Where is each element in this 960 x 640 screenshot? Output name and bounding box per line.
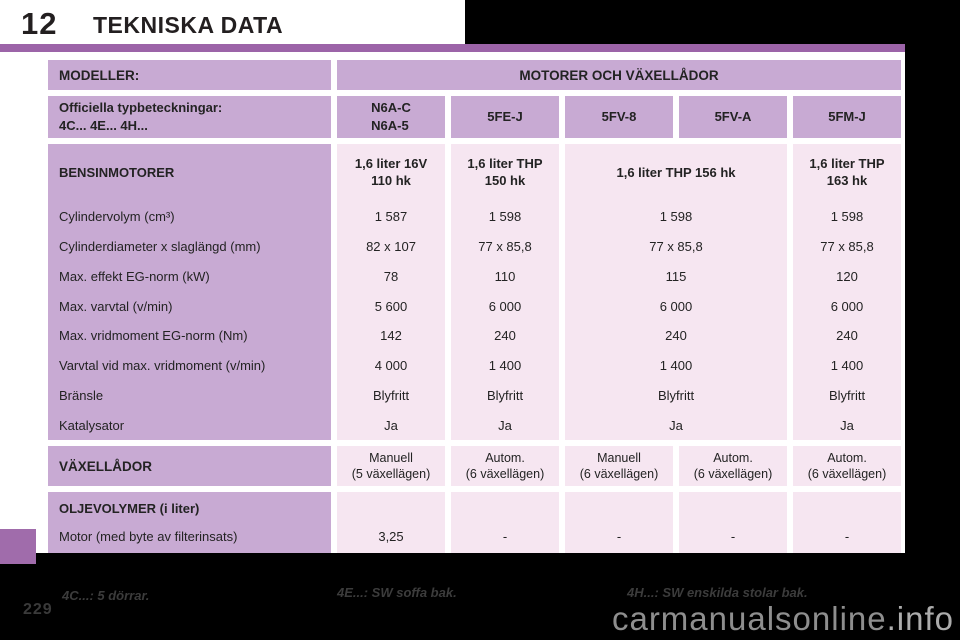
value-cell: Ja [498,417,512,433]
row-label-varvtal-vid-max: Varvtal vid max. vridmoment (v/min) [59,358,266,374]
value-cell: 1 598 [659,209,693,225]
engine-column-156hk-merged: 1,6 liter THP 156 hk 1 598 77 x 85,8 115… [565,144,787,440]
engine-name-150hk: 1,6 liter THP 150 hk [467,156,543,188]
value-cell: Ja [840,417,854,433]
row-label-cylindervolym: Cylindervolym (cm³) [59,209,175,225]
chapter-tab-marker [0,529,36,564]
value-cell: 77 x 85,8 [649,239,703,255]
value-cell: 240 [665,328,687,344]
engine-column-110hk: 1,6 liter 16V 110 hk 1 587 82 x 107 78 5… [337,144,445,440]
value-cell: Blyfritt [657,387,695,403]
table-section-bensinmotorer: BENSINMOTORER Cylindervolym (cm³) Cylind… [48,144,901,440]
value-cell: 77 x 85,8 [478,239,532,255]
value-cell: 5 600 [374,298,408,314]
oil-cell-5fva: - [679,492,787,553]
modeller-header-cell: MODELLER: [48,60,331,90]
oil-cell-n6a: 3,25 [337,492,445,553]
model-code-cell-5fej: 5FE-J [451,96,559,138]
watermark-main: carmanualsonline [611,600,887,637]
row-label-katalysator: Katalysator [59,417,125,433]
gearbox-cell-5fva: Autom. (6 växellägen) [679,446,787,486]
value-cell: 6 000 [488,298,522,314]
row-label-bransle: Bränsle [59,387,104,403]
value-cell: Blyfritt [828,387,866,403]
gearbox-cell-n6a: Manuell (5 växellägen) [337,446,445,486]
value-cell: 115 [665,268,687,284]
value-cell: 4 000 [374,358,408,374]
value-cell: 82 x 107 [366,239,416,255]
chapter-number: 12 [21,6,58,41]
model-code-cell-5fva: 5FV-A [679,96,787,138]
row-label-max-vridmoment: Max. vridmoment EG-norm (Nm) [59,328,248,344]
footnote-4e: 4E...: SW soffa bak. [337,585,457,600]
header-black-bar [465,0,960,44]
table-section-oljevolymer: OLJEVOLYMER (i liter) Motor (med byte av… [48,492,901,553]
page-number: 229 [23,601,53,618]
gearbox-cell-5fmj: Autom. (6 växellägen) [793,446,901,486]
value-cell: 240 [494,328,516,344]
section-title-vaxellador: VÄXELLÅDOR [48,446,331,486]
value-cell: Ja [669,417,683,433]
header-purple-rule [0,44,905,52]
oil-labels-column: OLJEVOLYMER (i liter) Motor (med byte av… [48,492,331,553]
oil-cell-5fej: - [451,492,559,553]
typbeteckningar-cell: Officiella typbeteckningar: 4C... 4E... … [48,96,331,138]
engine-name-110hk: 1,6 liter 16V 110 hk [354,156,428,188]
table-row-modeller: MODELLER: MOTORER OCH VÄXELLÅDOR [48,60,901,90]
engine-column-150hk: 1,6 liter THP 150 hk 1 598 77 x 85,8 110… [451,144,559,440]
engine-name-156hk: 1,6 liter THP 156 hk [616,164,736,180]
technical-data-table: MODELLER: MOTORER OCH VÄXELLÅDOR Officie… [48,60,901,553]
value-cell: 1 598 [488,209,522,225]
value-cell: 240 [836,328,858,344]
value-cell: 6 000 [830,298,864,314]
value-cell: 6 000 [659,298,693,314]
gearbox-cell-5fv8: Manuell (6 växellägen) [565,446,673,486]
watermark-tld: .info [886,600,954,637]
oil-cell-5fmj: - [793,492,901,553]
footnote-4c: 4C...: 5 dörrar. [62,588,150,603]
value-cell: 1 400 [488,358,522,374]
model-code-cell-n6a: N6A-C N6A-5 [337,96,445,138]
engine-name-163hk: 1,6 liter THP 163 hk [809,156,885,188]
value-cell: 120 [836,268,858,284]
row-label-motor-oil: Motor (med byte av filterinsats) [59,529,238,544]
row-label-cylinderdiameter: Cylinderdiameter x slaglängd (mm) [59,239,261,255]
chapter-title: TEKNISKA DATA [93,12,284,38]
value-cell: 1 400 [659,358,693,374]
value-cell: 77 x 85,8 [820,239,874,255]
oil-cell-5fv8: - [565,492,673,553]
table-row-vaxellador: VÄXELLÅDOR Manuell (5 växellägen) Autom.… [48,446,901,486]
table-row-typbeteckningar: Officiella typbeteckningar: 4C... 4E... … [48,96,901,138]
value-cell: 78 [383,268,399,284]
value-cell: 1 400 [830,358,864,374]
watermark: carmanualsonline.info [612,600,954,638]
row-label-max-varvtal: Max. varvtal (v/min) [59,298,173,314]
row-label-max-effekt: Max. effekt EG-norm (kW) [59,268,210,284]
value-cell: 142 [380,328,402,344]
motorer-header-cell: MOTORER OCH VÄXELLÅDOR [337,60,901,90]
section-title-oljevolymer: OLJEVOLYMER (i liter) [59,501,200,516]
value-cell: Blyfritt [486,387,524,403]
footnote-4h: 4H...: SW enskilda stolar bak. [627,585,808,600]
engine-column-163hk: 1,6 liter THP 163 hk 1 598 77 x 85,8 120… [793,144,901,440]
value-cell: 1 598 [830,209,864,225]
value-cell: Ja [384,417,398,433]
engine-labels-column: BENSINMOTORER Cylindervolym (cm³) Cylind… [48,144,331,440]
value-cell: 110 [494,268,516,284]
model-code-cell-5fmj: 5FM-J [793,96,901,138]
model-code-cell-5fv8: 5FV-8 [565,96,673,138]
section-title-bensinmotorer: BENSINMOTORER [59,164,175,180]
gearbox-cell-5fej: Autom. (6 växellägen) [451,446,559,486]
value-cell: 1 587 [374,209,408,225]
value-cell: Blyfritt [372,387,410,403]
